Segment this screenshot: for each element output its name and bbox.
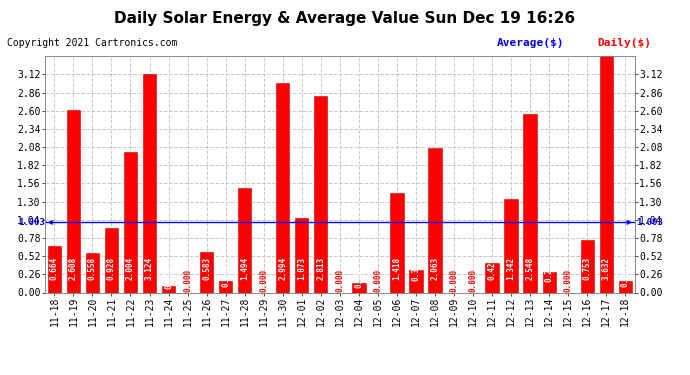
Bar	[276, 83, 289, 292]
Text: 0.132: 0.132	[355, 265, 364, 288]
Bar	[143, 74, 156, 292]
Bar	[124, 152, 137, 292]
Text: 3.632: 3.632	[602, 257, 611, 280]
Bar	[48, 246, 61, 292]
Bar	[352, 283, 366, 292]
Text: 0.583: 0.583	[202, 257, 211, 280]
Text: 0.316: 0.316	[411, 258, 420, 282]
Text: 1.418: 1.418	[393, 257, 402, 280]
Bar	[162, 286, 175, 292]
Text: 0.000: 0.000	[564, 269, 573, 292]
Text: 2.608: 2.608	[69, 257, 78, 280]
Bar	[524, 114, 537, 292]
Bar	[295, 217, 308, 292]
Bar	[542, 272, 556, 292]
Text: 0.429: 0.429	[488, 257, 497, 280]
Text: 0.000: 0.000	[373, 269, 382, 292]
Text: 2.994: 2.994	[278, 257, 287, 280]
Text: 2.004: 2.004	[126, 257, 135, 280]
Text: 1.003: 1.003	[18, 218, 45, 227]
Bar	[67, 110, 80, 292]
Text: 0.299: 0.299	[544, 259, 553, 282]
Bar	[200, 252, 213, 292]
Bar	[580, 240, 594, 292]
Text: 0.000: 0.000	[469, 269, 477, 292]
Text: 0.558: 0.558	[88, 257, 97, 280]
Bar	[314, 96, 328, 292]
Text: 1.494: 1.494	[240, 257, 249, 280]
Text: 0.664: 0.664	[50, 257, 59, 280]
Text: 0.000: 0.000	[335, 269, 344, 292]
Text: 0.163: 0.163	[221, 264, 230, 287]
Bar	[409, 270, 422, 292]
Text: 0.169: 0.169	[621, 264, 630, 286]
Text: Daily($): Daily($)	[597, 38, 651, 48]
Text: 0.000: 0.000	[183, 269, 192, 292]
Text: 1.003: 1.003	[636, 218, 663, 227]
Bar	[391, 194, 404, 292]
Bar	[428, 148, 442, 292]
Text: 1.342: 1.342	[506, 257, 515, 280]
Text: 0.000: 0.000	[449, 269, 459, 292]
Bar	[485, 262, 499, 292]
Text: Daily Solar Energy & Average Value Sun Dec 19 16:26: Daily Solar Energy & Average Value Sun D…	[115, 11, 575, 26]
Text: 0.092: 0.092	[164, 266, 173, 289]
Text: 2.548: 2.548	[526, 257, 535, 280]
Bar	[105, 228, 118, 292]
Bar	[600, 39, 613, 292]
Text: 3.124: 3.124	[145, 257, 154, 280]
Bar	[86, 254, 99, 292]
Text: Copyright 2021 Cartronics.com: Copyright 2021 Cartronics.com	[7, 38, 177, 48]
Text: 1.073: 1.073	[297, 257, 306, 280]
Text: 2.813: 2.813	[316, 257, 325, 280]
Bar	[504, 199, 518, 292]
Text: 2.063: 2.063	[431, 257, 440, 280]
Text: 0.753: 0.753	[583, 257, 592, 280]
Bar	[238, 188, 251, 292]
Text: 0.928: 0.928	[107, 257, 116, 280]
Text: Average($): Average($)	[497, 38, 564, 48]
Bar	[219, 281, 233, 292]
Bar	[619, 280, 632, 292]
Text: 0.000: 0.000	[259, 269, 268, 292]
